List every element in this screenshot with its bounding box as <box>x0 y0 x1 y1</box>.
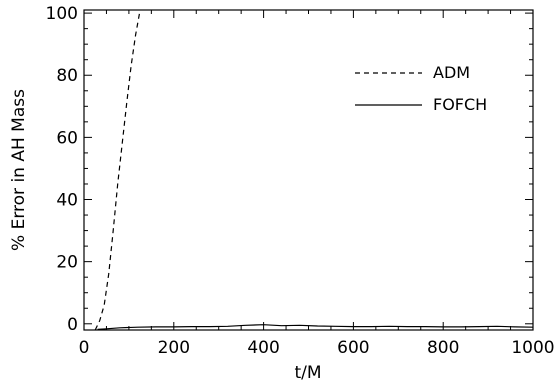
x-tick-label: 1000 <box>511 338 554 358</box>
x-tick-label: 0 <box>79 338 90 358</box>
y-tick-label: 60 <box>56 128 78 148</box>
series-line-adm <box>94 9 141 331</box>
y-tick-label: 20 <box>56 253 78 273</box>
y-tick-label: 40 <box>56 191 78 211</box>
plot-frame <box>83 9 534 331</box>
y-axis: 0 20 40 60 80 100 <box>46 4 533 335</box>
legend-label-adm: ADM <box>433 63 470 82</box>
x-axis: 0 200 400 600 800 1000 <box>79 10 555 358</box>
y-axis-label: % Error in AH Mass <box>9 89 29 251</box>
legend-label-fofch: FOFCH <box>433 95 487 114</box>
legend: ADM FOFCH <box>355 63 487 114</box>
y-tick-label: 80 <box>56 66 78 86</box>
x-tick-label: 400 <box>247 338 279 358</box>
y-tick-label: 100 <box>46 4 78 24</box>
x-axis-label: t/M <box>294 363 321 383</box>
y-tick-label: 0 <box>67 315 78 335</box>
x-tick-label: 600 <box>337 338 369 358</box>
series-line-fofch <box>97 324 534 330</box>
x-tick-label: 200 <box>158 338 190 358</box>
series-layer <box>94 9 534 331</box>
x-tick-label: 800 <box>427 338 459 358</box>
